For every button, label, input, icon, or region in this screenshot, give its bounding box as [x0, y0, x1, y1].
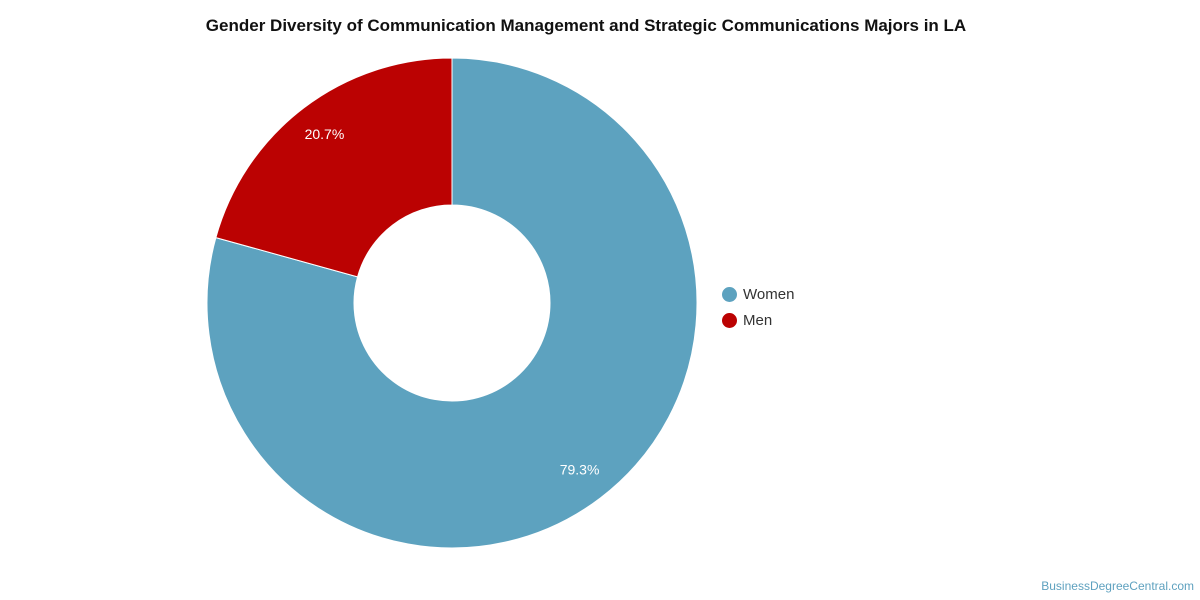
legend: Women Men — [722, 281, 794, 333]
legend-item-women[interactable]: Women — [722, 281, 794, 307]
data-label-men: 20.7% — [305, 126, 345, 142]
legend-label-men: Men — [743, 311, 773, 329]
site-credit[interactable]: BusinessDegreeCentral.com — [1041, 579, 1194, 593]
legend-label-women: Women — [743, 285, 795, 303]
legend-swatch-men — [722, 312, 737, 328]
legend-swatch-women — [722, 286, 737, 302]
slice-men[interactable] — [215, 57, 453, 278]
data-label-women: 79.3% — [560, 461, 600, 477]
legend-item-men[interactable]: Men — [722, 307, 794, 333]
slice-women[interactable] — [206, 57, 698, 549]
chart-title: Gender Diversity of Communication Manage… — [205, 16, 967, 35]
